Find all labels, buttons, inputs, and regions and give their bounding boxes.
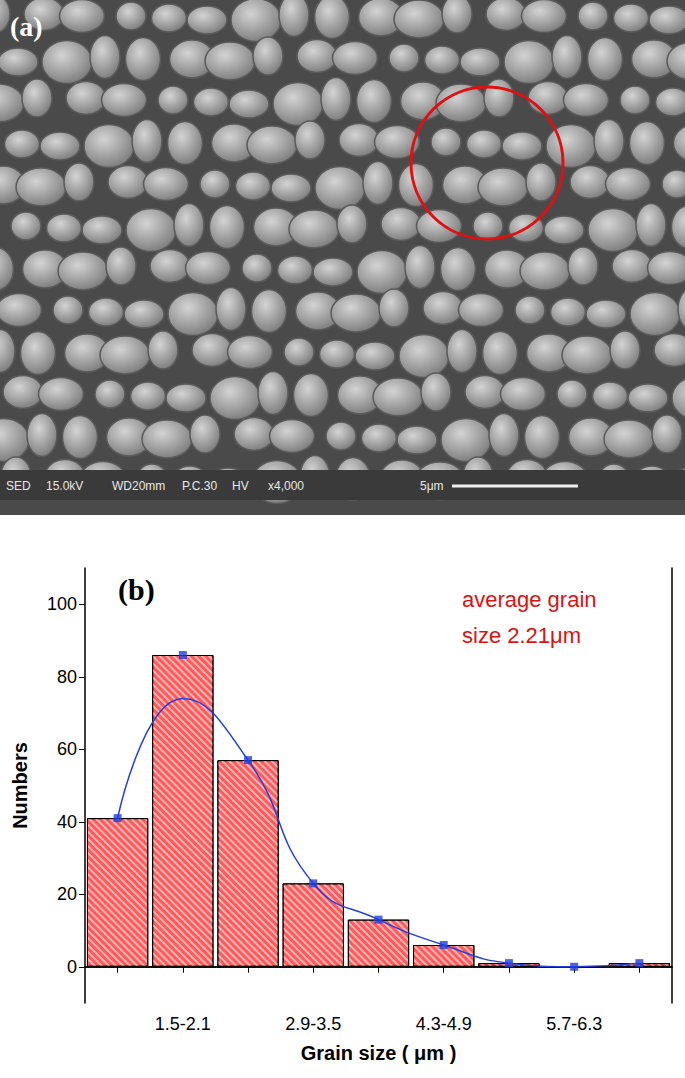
- svg-text:100: 100: [47, 594, 77, 614]
- svg-text:15.0kV: 15.0kV: [46, 479, 83, 493]
- svg-text:SED: SED: [6, 479, 31, 493]
- svg-text:40: 40: [57, 812, 77, 832]
- svg-text:5.7-6.3: 5.7-6.3: [546, 1014, 602, 1034]
- svg-text:20: 20: [57, 884, 77, 904]
- svg-text:Numbers: Numbers: [9, 742, 31, 829]
- svg-text:0: 0: [67, 957, 77, 977]
- svg-text:(a): (a): [10, 11, 43, 42]
- svg-text:2.9-3.5: 2.9-3.5: [285, 1014, 341, 1034]
- svg-text:5μm: 5μm: [420, 479, 444, 493]
- svg-text:1.5-2.1: 1.5-2.1: [155, 1014, 211, 1034]
- svg-text:(b): (b): [118, 573, 155, 607]
- svg-text:4.3-4.9: 4.3-4.9: [416, 1014, 472, 1034]
- svg-text:size 2.21μm: size 2.21μm: [462, 623, 581, 648]
- svg-text:P.C.30: P.C.30: [182, 479, 217, 493]
- svg-text:60: 60: [57, 739, 77, 759]
- svg-text:HV: HV: [232, 479, 249, 493]
- svg-text:x4,000: x4,000: [268, 479, 304, 493]
- svg-text:average grain: average grain: [462, 587, 597, 612]
- svg-text:80: 80: [57, 667, 77, 687]
- svg-text:WD20mm: WD20mm: [112, 479, 165, 493]
- svg-text:Grain size ( μm ): Grain size ( μm ): [301, 1042, 457, 1064]
